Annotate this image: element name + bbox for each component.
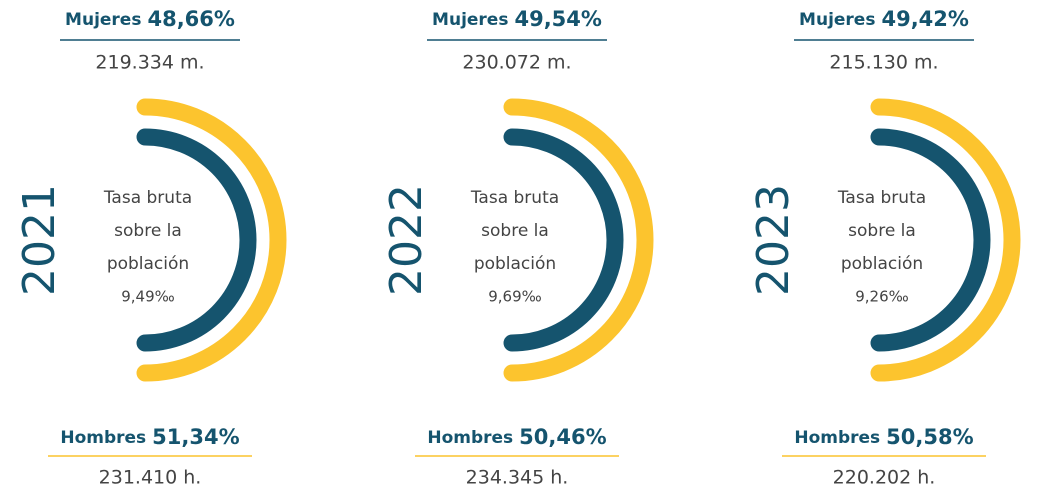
inner-arc [136,128,257,352]
men-count: 220.202 h. [833,467,936,489]
center-line: 9,26‰ [855,288,909,306]
men-label-text: Hombres [794,428,880,448]
center-line: Tasa bruta [470,188,559,208]
men-pct: 50,46% [519,425,606,449]
men-pct: 50,58% [886,425,973,449]
year-panel: Mujeres 48,66% 219.334 m. 2021 Tasa bruta sob… [14,7,287,489]
center-line: sobre la [481,221,549,241]
men-label: Hombres 51,34% [60,425,239,449]
men-count: 231.410 h. [99,467,202,489]
women-pct: 49,42% [881,7,968,31]
men-label-text: Hombres [60,428,146,448]
year: 2021 [14,184,65,296]
women-label: Mujeres 49,54% [432,7,602,31]
women-label-text: Mujeres [799,10,875,30]
women-label-text: Mujeres [65,10,141,30]
center-line: Tasa bruta [837,188,926,208]
women-label-text: Mujeres [432,10,508,30]
center-line: sobre la [114,221,182,241]
year: 2022 [381,184,432,296]
men-count: 234.345 h. [466,467,569,489]
outer-arc [503,98,654,382]
center-line: población [474,254,556,274]
center-line: 9,49‰ [121,288,175,306]
women-pct: 49,54% [514,7,601,31]
center-line: sobre la [848,221,916,241]
center-line: población [841,254,923,274]
women-pct: 48,66% [147,7,234,31]
outer-arc [136,98,287,382]
men-pct: 51,34% [152,425,239,449]
men-label-text: Hombres [427,428,513,448]
year-panel: Mujeres 49,42% 215.130 m. 2023 Tasa bruta sob… [748,7,1021,489]
women-count: 219.334 m. [95,52,204,74]
women-label: Mujeres 49,42% [799,7,969,31]
women-count: 215.130 m. [829,52,938,74]
men-label: Hombres 50,58% [794,425,973,449]
year-panel: Mujeres 49,54% 230.072 m. 2022 Tasa bruta sob… [381,7,654,489]
center-line: población [107,254,189,274]
inner-arc [870,128,991,352]
center-line: 9,69‰ [488,288,542,306]
inner-arc [503,128,624,352]
women-label: Mujeres 48,66% [65,7,235,31]
center-line: Tasa bruta [103,188,192,208]
women-count: 230.072 m. [462,52,571,74]
outer-arc [870,98,1021,382]
men-label: Hombres 50,46% [427,425,606,449]
year: 2023 [748,184,799,296]
